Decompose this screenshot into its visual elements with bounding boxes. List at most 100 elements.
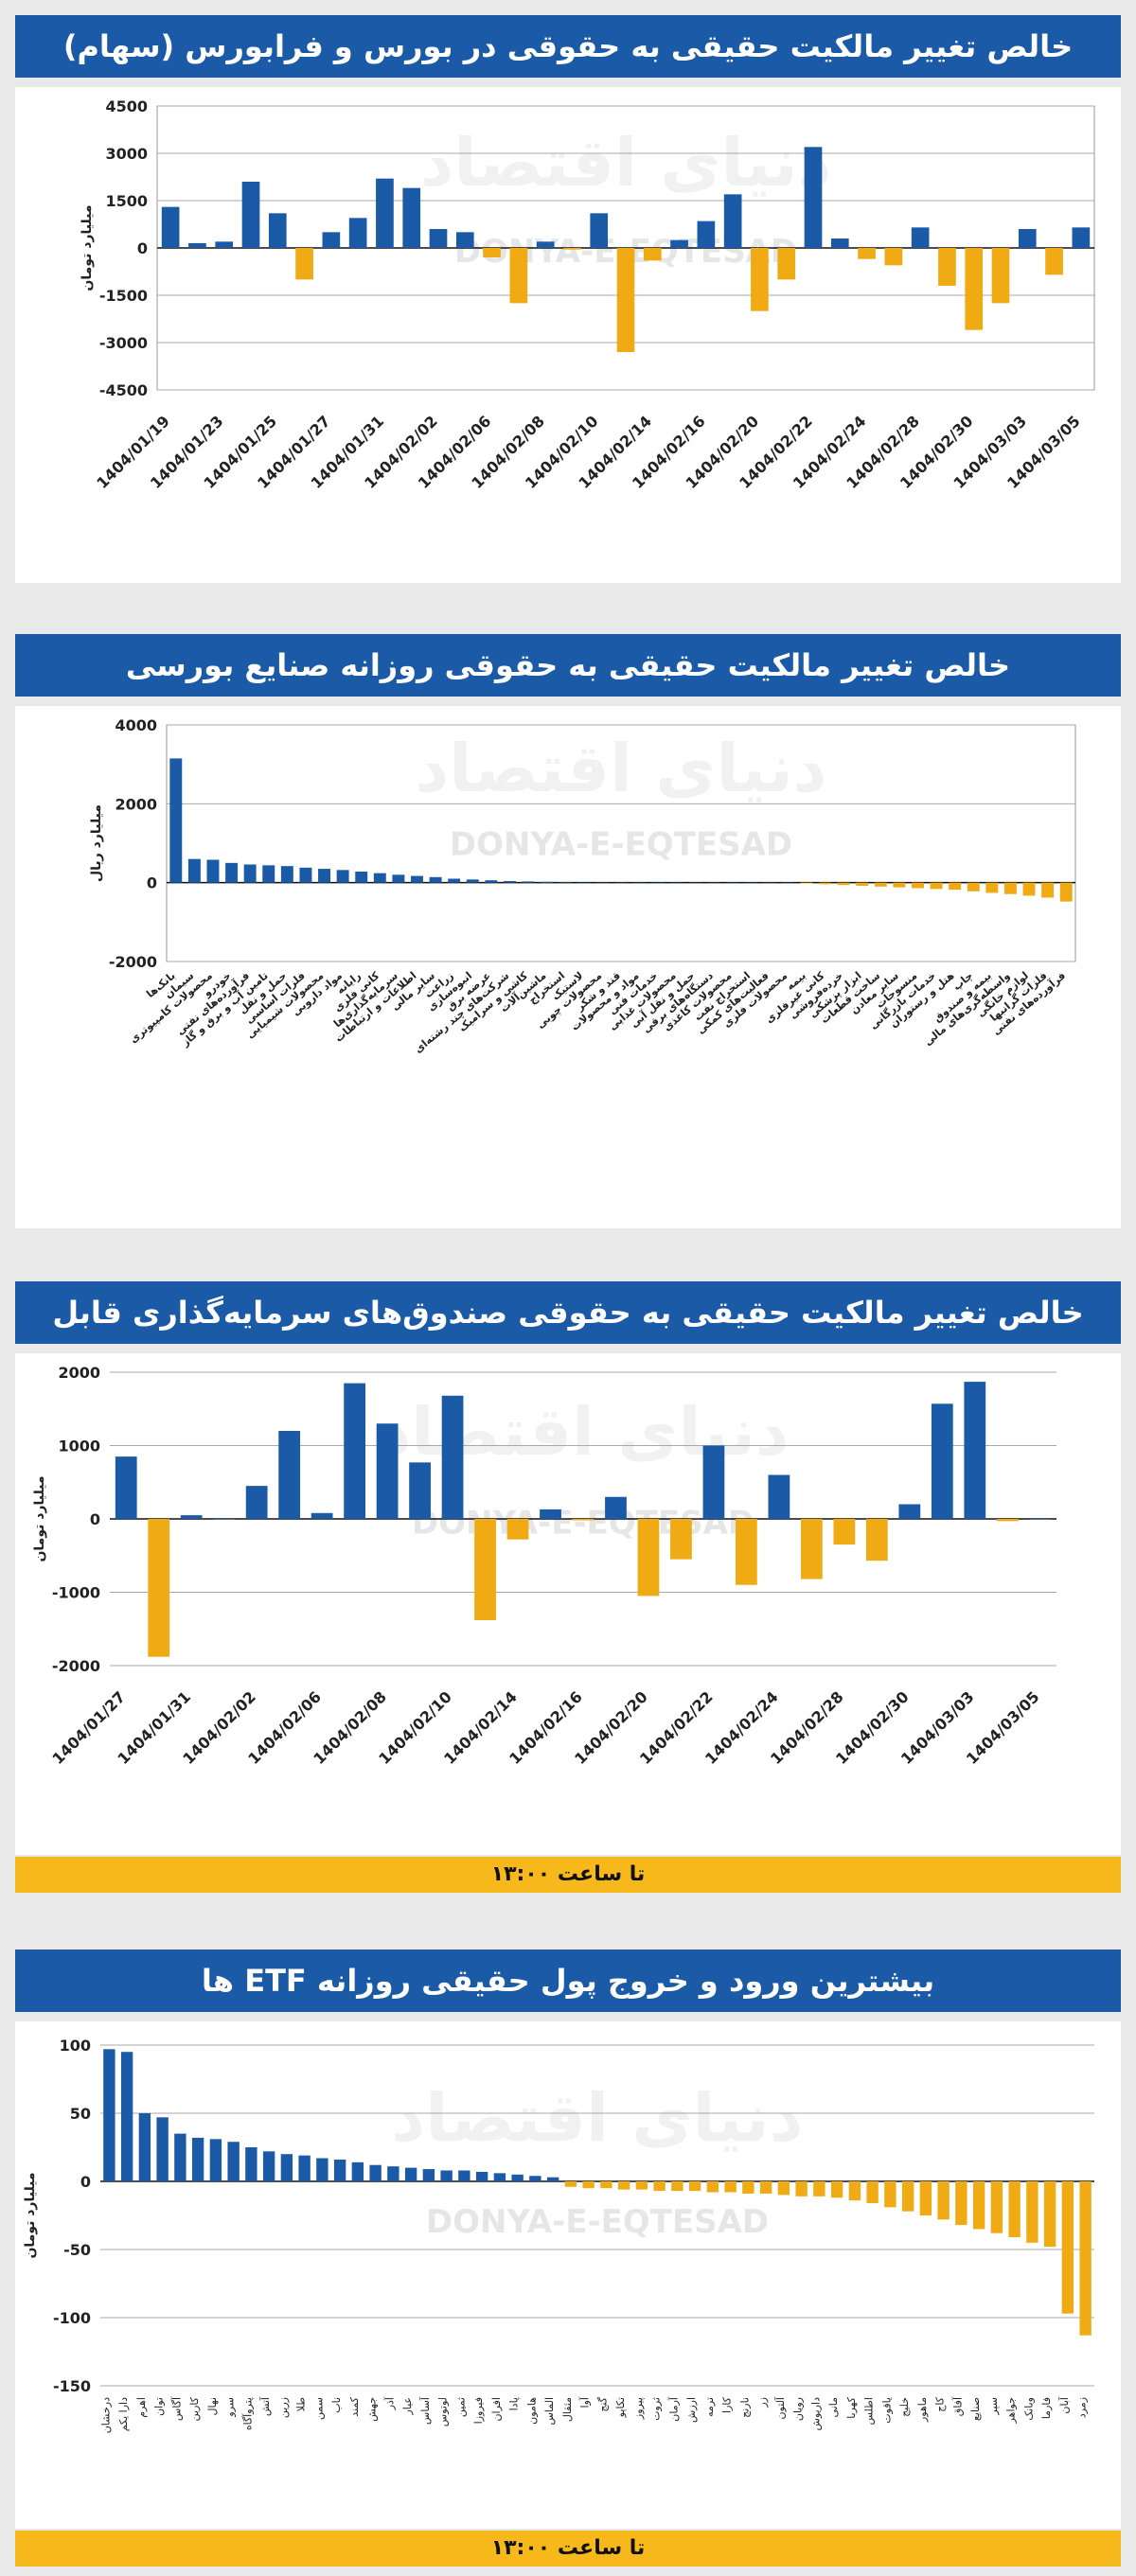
bar: [577, 882, 591, 884]
x-tick-label: پتروآگاه: [240, 2397, 254, 2430]
bar: [804, 147, 823, 248]
y-axis-label: میلیارد ریال: [89, 804, 104, 882]
bar: [268, 213, 287, 248]
x-tick-label: گنج: [596, 2396, 609, 2411]
bar: [742, 2181, 754, 2194]
bar: [706, 2181, 719, 2193]
chart3-plot: DONYA-E-EQTESAD دنیای اقتصاد 2000 1000 0 -100…: [32, 1364, 1056, 1768]
bar: [1079, 2181, 1092, 2336]
x-tick-label: سپر: [987, 2397, 1000, 2416]
x-tick-label: افران: [490, 2397, 503, 2422]
bar: [174, 2133, 186, 2181]
y-tick-label: 0: [90, 1510, 100, 1528]
watermark-text: DONYA-E-EQTESAD: [412, 1505, 754, 1543]
chart2-plot: DONYA-E-EQTESAD دنیای اقتصاد 4000 2000 0 -200…: [89, 716, 1076, 1055]
bar: [651, 882, 665, 884]
chart4-title: بیشترین ورود و خروج پول حقیقی روزانه ETF…: [15, 1950, 1121, 2012]
chart3-footer: تا ساعت ۱۳:۰۰: [15, 1857, 1121, 1893]
bar: [522, 881, 535, 883]
bar: [856, 882, 869, 886]
bar: [996, 1519, 1019, 1522]
x-tick-label: زرین: [277, 2397, 290, 2418]
bar: [819, 882, 831, 885]
bar: [919, 2181, 932, 2215]
y-tick-label: 3000: [105, 145, 148, 163]
y-tick-label: 4500: [105, 97, 148, 115]
bar: [930, 882, 943, 890]
bar: [911, 227, 930, 248]
bar: [209, 2139, 222, 2181]
bar: [376, 1423, 399, 1519]
bar: [1041, 882, 1055, 898]
y-tick-label: -1000: [52, 1584, 100, 1602]
bar: [670, 882, 683, 884]
bar: [227, 2142, 240, 2181]
bar: [441, 1395, 464, 1519]
x-tick-label: الماس: [543, 2397, 556, 2426]
bar: [1043, 2181, 1056, 2248]
x-tick-label: کهربا: [845, 2396, 858, 2419]
y-axis-label: میلیارد تومان: [80, 204, 95, 291]
bar: [322, 232, 341, 248]
bar: [564, 2181, 577, 2187]
y-tick-label: 2000: [115, 795, 157, 813]
x-tick-label: جواهر: [1005, 2397, 1018, 2424]
bar: [529, 2176, 541, 2181]
x-tick-label: آفاق: [950, 2396, 964, 2416]
x-tick-label: وبانک: [1022, 2397, 1035, 2421]
x-tick-label: صنایع: [969, 2397, 982, 2421]
bar: [409, 1462, 431, 1519]
y-tick-label: -3000: [99, 334, 148, 352]
bar: [763, 882, 776, 884]
x-tick-label: درخشان: [99, 2397, 112, 2433]
x-tick-label: آلتون: [773, 2396, 787, 2419]
chart4-footer: تا ساعت ۱۳:۰۰: [15, 2531, 1121, 2567]
x-tick-label: ثروت: [650, 2397, 663, 2421]
bar: [617, 2181, 630, 2190]
bar: [912, 882, 924, 889]
y-tick-label: -50: [63, 2241, 91, 2259]
x-tick-label: آتش: [258, 2396, 272, 2416]
bar: [724, 2181, 737, 2193]
y-tick-label: 0: [137, 239, 148, 257]
chart2-card: DONYA-E-EQTESAD دنیای اقتصاد 4000 2000 0 -200…: [15, 706, 1121, 1228]
x-tick-label: ماهور: [916, 2397, 929, 2423]
bar: [637, 1519, 660, 1597]
bar: [1059, 882, 1073, 902]
x-tick-label: یاقوت: [880, 2397, 893, 2424]
x-tick-label: نهال: [206, 2397, 219, 2415]
bar: [262, 865, 275, 883]
bar: [474, 1519, 496, 1620]
bar: [1018, 229, 1037, 248]
bar: [964, 1382, 986, 1519]
bar: [392, 874, 405, 883]
y-tick-label: 1500: [105, 192, 148, 210]
watermark-logo: دنیای اقتصاد: [415, 730, 826, 807]
bar: [901, 2181, 914, 2212]
bar: [245, 1486, 268, 1519]
bar: [670, 1519, 692, 1560]
y-tick-label: 1000: [58, 1438, 100, 1456]
x-tick-label: سمن: [312, 2397, 325, 2420]
bar: [768, 1474, 790, 1519]
bar: [1029, 1519, 1052, 1520]
bar: [858, 248, 876, 259]
y-tick-label: -4500: [99, 381, 148, 399]
x-tick-label: توان: [153, 2397, 166, 2416]
bar: [295, 248, 313, 280]
bar: [206, 859, 220, 883]
y-axis-label: میلیارد تومان: [23, 2172, 38, 2258]
chart1-title: خالص تغییر مالکیت حقیقی به حقوقی در بورس…: [15, 15, 1121, 78]
bar: [866, 2181, 879, 2204]
bar: [795, 2181, 808, 2197]
bar: [245, 2147, 257, 2181]
bar: [311, 1512, 333, 1519]
x-tick-label: تکاپو: [614, 2397, 627, 2418]
bar: [373, 873, 386, 883]
x-tick-label: زمرد: [1076, 2397, 1089, 2418]
bar: [191, 2137, 204, 2181]
chart3-title: خالص تغییر مالکیت حقیقی به حقوقی صندوق‌ه…: [15, 1281, 1121, 1393]
bar: [967, 882, 980, 891]
bar: [965, 248, 984, 330]
